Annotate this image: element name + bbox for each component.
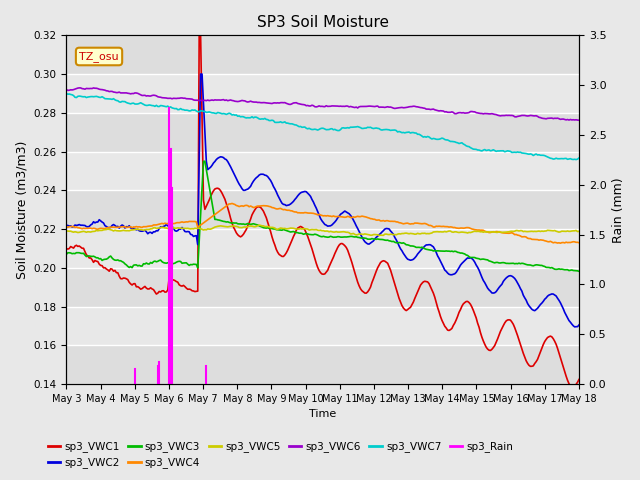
Bar <box>67 307 579 346</box>
Bar <box>67 152 579 191</box>
Text: TZ_osu: TZ_osu <box>79 51 119 62</box>
Legend: sp3_VWC1, sp3_VWC2, sp3_VWC3, sp3_VWC4, sp3_VWC5, sp3_VWC6, sp3_VWC7, sp3_Rain: sp3_VWC1, sp3_VWC2, sp3_VWC3, sp3_VWC4, … <box>44 437 517 472</box>
Title: SP3 Soil Moisture: SP3 Soil Moisture <box>257 15 388 30</box>
Bar <box>67 229 579 268</box>
Y-axis label: Soil Moisture (m3/m3): Soil Moisture (m3/m3) <box>15 141 28 279</box>
Bar <box>67 74 579 113</box>
Bar <box>67 36 579 74</box>
Bar <box>67 268 579 307</box>
Bar <box>67 113 579 152</box>
X-axis label: Time: Time <box>309 409 336 420</box>
Bar <box>67 191 579 229</box>
Y-axis label: Rain (mm): Rain (mm) <box>612 177 625 242</box>
Bar <box>67 346 579 384</box>
